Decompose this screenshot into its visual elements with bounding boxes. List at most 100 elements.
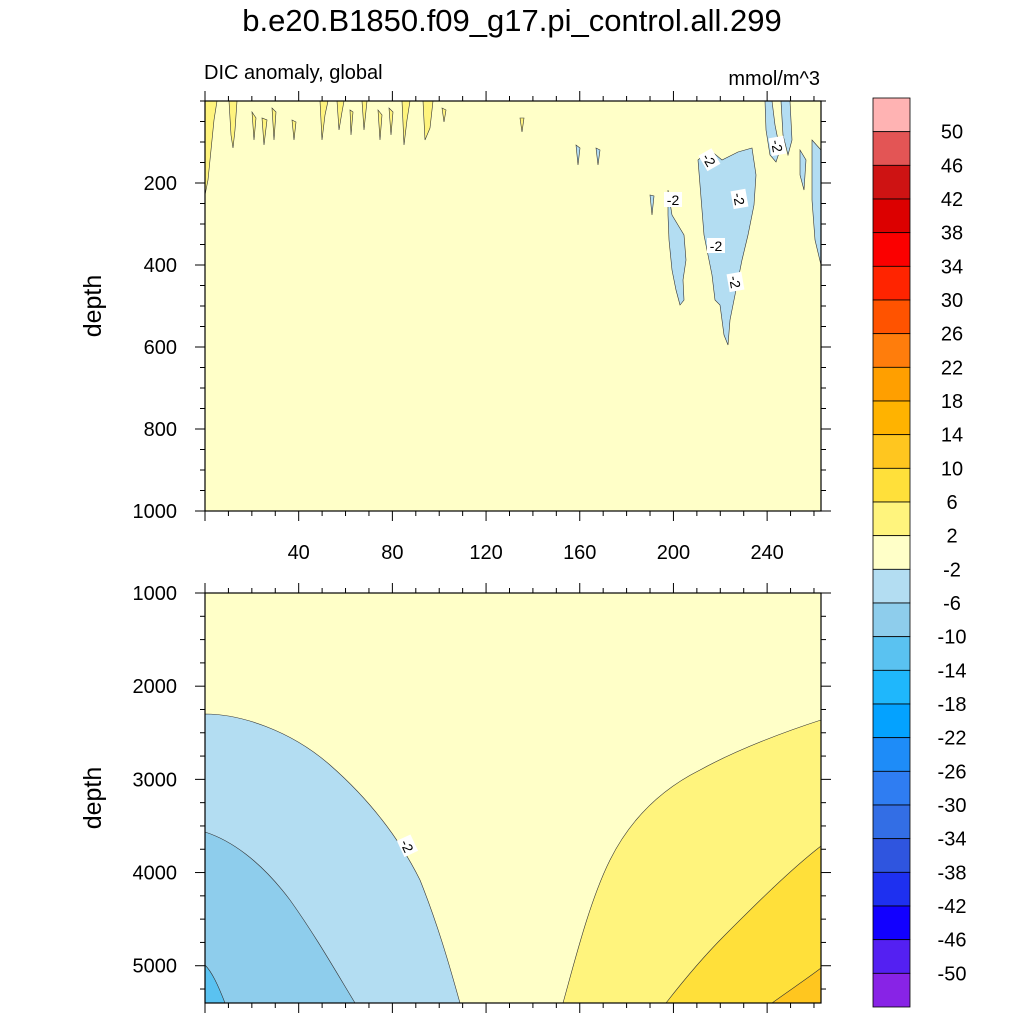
colorbar-label: -34 xyxy=(938,829,967,851)
upper-y-tick-label: 400 xyxy=(144,255,177,277)
positive-streak xyxy=(441,107,447,123)
colorbar-label: 10 xyxy=(941,458,963,480)
contour-label: -2 xyxy=(707,238,725,254)
lower-y-axis-label: depth xyxy=(79,767,107,830)
colorbar-swatch xyxy=(872,636,911,671)
colorbar-swatch xyxy=(872,568,911,604)
lower-y-tick-label: 1000 xyxy=(133,583,178,605)
upper-x-tick-label: 200 xyxy=(657,542,690,564)
contour-label-box xyxy=(707,238,725,253)
contour-label: -2 xyxy=(396,834,419,858)
contour-label-box xyxy=(396,834,419,858)
negative-patch xyxy=(667,189,687,306)
contour-label-text: -2 xyxy=(730,191,748,206)
upper-x-tick-label: 40 xyxy=(288,542,310,564)
colorbar-swatch xyxy=(872,434,911,469)
colorbar-swatch xyxy=(872,232,911,267)
negative-patch xyxy=(595,147,601,166)
colorbar-swatch xyxy=(872,871,911,907)
contour-label-box xyxy=(726,271,745,293)
colorbar-label: 38 xyxy=(941,223,963,245)
colorbar-swatch xyxy=(872,838,911,873)
contour-label-box xyxy=(664,192,682,207)
colorbar-swatch xyxy=(872,905,911,941)
colorbar-label: -14 xyxy=(938,660,967,682)
colorbar-label: -26 xyxy=(938,761,967,783)
colorbar-swatch xyxy=(872,265,911,301)
colorbar-swatch xyxy=(872,400,911,436)
colorbar-label: -46 xyxy=(938,930,967,952)
upper-panel: -2 -2 -2 -2 -2 -2 40 80 120 160 200 240 200 400 600 80… xyxy=(79,91,831,564)
lower-contour-labels: -2 xyxy=(396,834,419,858)
lower-y-tick-label: 3000 xyxy=(133,769,178,791)
upper-y-tick-label: 600 xyxy=(144,337,177,359)
upper-x-tick-label: 120 xyxy=(469,542,502,564)
colorbar-swatch xyxy=(872,804,911,840)
colorbar-swatch xyxy=(872,535,911,570)
colorbar-swatch xyxy=(872,366,911,402)
contour-label: -2 xyxy=(698,148,721,172)
colorbar-swatch xyxy=(872,198,911,234)
colorbar-swatch xyxy=(872,333,911,368)
lower-y-tick-label: 4000 xyxy=(133,863,178,885)
positive-streak xyxy=(377,109,383,141)
upper-axes: 40 80 120 160 200 240 200 400 600 800 1000 depth xyxy=(79,91,831,564)
negative-patch xyxy=(575,144,581,166)
colorbar-swatch xyxy=(872,602,911,638)
colorbar-swatch xyxy=(872,703,911,739)
colorbar-label: -18 xyxy=(938,694,967,716)
contour-label-box xyxy=(730,188,749,210)
contour-label-box xyxy=(768,135,787,157)
colorbar-label: -50 xyxy=(938,963,967,985)
positive-streak xyxy=(271,107,277,141)
contour-label-text: -2 xyxy=(667,192,680,208)
negative-patch xyxy=(811,139,822,266)
lower-y-tick-label: 2000 xyxy=(133,676,178,698)
colorbar-label: -6 xyxy=(943,593,961,615)
colorbar-label: -30 xyxy=(938,795,967,817)
colorbar-swatch xyxy=(872,737,911,772)
upper-x-tick-label: 240 xyxy=(750,542,783,564)
chart-title: b.e20.B1850.f09_g17.pi_control.all.299 xyxy=(242,3,782,38)
colorbar-label: -22 xyxy=(938,728,967,750)
contour-label: -2 xyxy=(730,188,749,210)
colorbar-label: 42 xyxy=(941,189,963,211)
colorbar-label: 26 xyxy=(941,324,963,346)
colorbar-swatch xyxy=(872,972,911,1008)
colorbar-label: 46 xyxy=(941,155,963,177)
contour-label-box xyxy=(698,148,721,172)
upper-y-tick-label: 200 xyxy=(144,173,177,195)
negative-patch xyxy=(799,148,807,191)
lower-axes: 1000 2000 3000 4000 5000 depth xyxy=(79,583,831,1013)
colorbar-label: 22 xyxy=(941,357,963,379)
contour-label-text: -2 xyxy=(710,238,723,254)
colorbar-swatch xyxy=(872,467,911,503)
upper-contour-labels: -2 -2 -2 -2 -2 -2 xyxy=(664,135,787,293)
contour-label: -2 xyxy=(664,192,682,208)
positive-streak xyxy=(349,109,354,136)
colorbar-swatch xyxy=(872,164,911,200)
colorbar-swatch xyxy=(872,97,911,133)
colorbar-swatch xyxy=(872,299,911,335)
upper-x-tick-label: 160 xyxy=(563,542,596,564)
positive-streak xyxy=(388,107,394,136)
negative-patch xyxy=(649,194,655,216)
colorbar-label: -2 xyxy=(943,559,961,581)
west-deep-negative-region xyxy=(204,831,356,1004)
colorbar-swatch xyxy=(872,131,911,166)
colorbar-swatch xyxy=(872,939,911,974)
colorbar-swatch xyxy=(872,770,911,806)
contour-label: -2 xyxy=(726,271,745,293)
colorbar-swatch xyxy=(872,501,911,537)
upper-x-tick-label: 80 xyxy=(381,542,403,564)
chart-subtitle-variable: DIC anomaly, global xyxy=(204,62,383,84)
colorbar-label: -10 xyxy=(938,627,967,649)
lower-regions xyxy=(204,713,822,1004)
colorbar-label: 34 xyxy=(941,256,963,278)
colorbar-label: 2 xyxy=(946,526,957,548)
contour-label: -2 xyxy=(768,135,787,157)
colorbar-label: 6 xyxy=(946,492,957,514)
contour-label-text: -2 xyxy=(768,138,786,153)
colorbar-label: -42 xyxy=(938,896,967,918)
